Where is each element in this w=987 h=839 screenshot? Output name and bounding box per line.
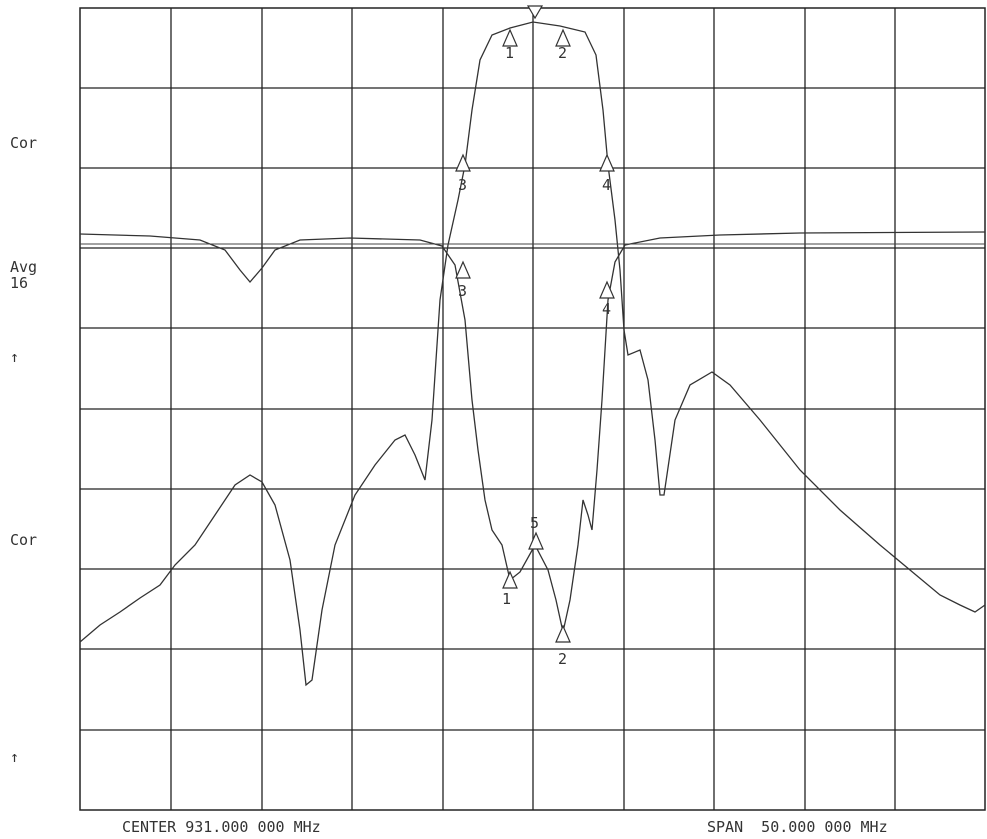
center-frequency: CENTER 931.000 000 MHz [122, 818, 321, 836]
marker-label: 5 [530, 514, 539, 532]
side-label: Avg [10, 258, 37, 276]
marker [502, 28, 518, 47]
marker-label: 4 [602, 300, 611, 318]
transmission-trace [79, 21, 986, 687]
marker-label: 2 [558, 44, 567, 62]
markers [455, 5, 615, 643]
marker-label: 1 [502, 590, 511, 608]
marker [455, 153, 471, 172]
marker [599, 153, 615, 172]
marker-label: 3 [458, 176, 467, 194]
graticule [79, 7, 986, 811]
marker-label: 3 [458, 282, 467, 300]
marker [599, 280, 615, 299]
side-label: ↑ [10, 748, 19, 766]
marker [528, 531, 544, 550]
reference-marker [526, 5, 544, 20]
side-label: 16 [10, 274, 28, 292]
marker [502, 570, 518, 589]
marker [455, 260, 471, 279]
marker [555, 624, 571, 643]
side-label: ↑ [10, 348, 19, 366]
marker-label: 4 [602, 176, 611, 194]
side-label: Cor [10, 531, 37, 549]
side-label: Cor [10, 134, 37, 152]
span: SPAN 50.000 000 MHz [707, 818, 888, 836]
marker-label: 1 [505, 44, 514, 62]
marker [555, 28, 571, 47]
marker-label: 2 [558, 650, 567, 668]
